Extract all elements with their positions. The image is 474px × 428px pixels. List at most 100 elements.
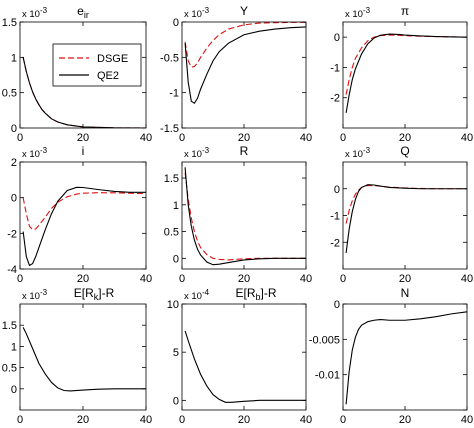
x-tick-label: 20 [77, 273, 89, 285]
panel-5: 0 20 40 0 0.5 1 1.5 x 10-3 R [164, 144, 312, 285]
series-line-qe2 [22, 57, 146, 128]
x-tick-label: 20 [238, 273, 250, 285]
panel-title: i [82, 144, 85, 158]
legend: DSGE QE2 [52, 43, 142, 87]
y-tick-label: 1 [173, 200, 179, 212]
axis-multiplier: x 10-3 [22, 146, 48, 160]
series-line-qe2 [22, 186, 146, 267]
y-tick-label: -1 [169, 88, 179, 100]
x-tick-label: 0 [17, 132, 23, 144]
x-tick-label: 20 [77, 132, 89, 144]
x-tick-label: 20 [238, 414, 250, 426]
panel-title: eir [77, 4, 89, 20]
x-tick-label: 0 [17, 273, 23, 285]
panel-title: Q [400, 144, 409, 158]
y-tick-label: 2 [11, 157, 17, 169]
series-line-qe2 [184, 26, 306, 105]
y-tick-label: 0.5 [2, 88, 17, 100]
y-tick-label: 0 [334, 299, 340, 311]
axis-multiplier: x 10-4 [184, 288, 210, 302]
axes-box [19, 303, 147, 411]
x-tick-label: 20 [399, 414, 411, 426]
axes-box [342, 21, 468, 129]
y-tick-label: -1 [330, 62, 340, 74]
series-line-dsge [345, 184, 467, 224]
x-tick-label: 40 [140, 273, 152, 285]
panel-8: 0 20 40 0 5 10 x 10-4 E[Rb]-R [167, 286, 312, 426]
panel-title: R [240, 144, 249, 158]
series-line-qe2 [184, 167, 306, 266]
y-tick-label: -0.01 [315, 370, 340, 382]
panel-3: 0 20 40 -2 -1 0 x 10-3 π [330, 4, 473, 144]
y-tick-label: -0.5 [160, 52, 179, 64]
x-tick-label: 20 [399, 273, 411, 285]
panel-title: π [401, 4, 409, 18]
x-tick-label: 20 [399, 132, 411, 144]
x-tick-label: 40 [300, 414, 312, 426]
y-tick-label: 0 [11, 384, 17, 396]
y-tick-label: 10 [167, 299, 179, 311]
x-tick-label: 40 [300, 132, 312, 144]
y-tick-label: 0 [334, 32, 340, 44]
y-tick-label: -1.5 [160, 123, 179, 135]
x-tick-label: 0 [17, 414, 23, 426]
x-tick-label: 0 [179, 414, 185, 426]
panel-9: 0 20 40 -0.01 -0.005 0 N [309, 286, 473, 426]
y-tick-label: 0.5 [2, 363, 17, 375]
y-tick-label: 0 [11, 193, 17, 205]
axis-multiplier: x 10-3 [184, 146, 210, 160]
x-tick-label: 0 [340, 132, 346, 144]
series-line-qe2 [345, 311, 467, 405]
x-tick-label: 40 [140, 414, 152, 426]
axis-multiplier: x 10-3 [22, 6, 48, 20]
x-tick-label: 20 [238, 132, 250, 144]
series-line-qe2 [345, 184, 467, 254]
axis-multiplier: x 10-3 [345, 6, 371, 20]
y-tick-label: -0.005 [309, 334, 340, 346]
x-tick-label: 0 [179, 273, 185, 285]
x-tick-label: 40 [461, 132, 473, 144]
panel-title: Y [240, 4, 248, 18]
panel-7: 0 20 40 0 0.5 1 1.5 x 10-3 E[Rk]-R [2, 286, 152, 426]
series-line-dsge [345, 34, 467, 95]
y-tick-label: 1.5 [2, 17, 17, 29]
y-tick-label: 0 [173, 395, 179, 407]
series-line-qe2 [22, 327, 146, 392]
y-tick-label: -4 [7, 264, 17, 276]
legend-box [52, 43, 142, 87]
panel-4: 0 20 40 -4 -2 0 2 x 10-3 i [7, 144, 152, 285]
y-tick-label: 0 [11, 123, 17, 135]
y-tick-label: -2 [7, 228, 17, 240]
y-tick-label: 0 [173, 253, 179, 265]
y-tick-label: 0 [334, 184, 340, 196]
axes-box [181, 303, 307, 411]
legend-label-dsge: DSGE [97, 53, 128, 65]
legend-label-qe2: QE2 [97, 70, 119, 82]
y-tick-label: -2 [330, 93, 340, 105]
x-tick-label: 40 [140, 132, 152, 144]
axis-multiplier: x 10-3 [345, 146, 371, 160]
series-line-dsge [22, 192, 146, 231]
y-tick-label: 0.5 [164, 227, 179, 239]
y-tick-label: 1.5 [2, 320, 17, 332]
axis-multiplier: x 10-3 [22, 288, 48, 302]
panel-6: 0 20 40 -2 -1 0 x 10-3 Q [330, 144, 473, 285]
series-line-qe2 [184, 330, 306, 403]
y-tick-label: 1 [11, 52, 17, 64]
panel-2: 0 20 40 -1.5 -1 -0.5 0 x 10-3 Y [160, 4, 312, 144]
x-tick-label: 20 [77, 414, 89, 426]
x-tick-label: 40 [461, 414, 473, 426]
series-line-dsge [184, 172, 306, 261]
series-line-dsge [184, 22, 306, 68]
series-line-qe2 [345, 33, 467, 113]
y-tick-label: 0 [173, 17, 179, 29]
y-tick-label: -2 [330, 237, 340, 249]
panel-title: E[Rk]-R [74, 286, 115, 302]
axes-box [342, 161, 468, 270]
y-tick-label: 1 [11, 341, 17, 353]
x-tick-label: 0 [179, 132, 185, 144]
x-tick-label: 0 [340, 414, 346, 426]
y-tick-label: 5 [173, 347, 179, 359]
panel-1: 0 20 40 0 0.5 1 1.5 x 10-3 eir [2, 4, 152, 144]
